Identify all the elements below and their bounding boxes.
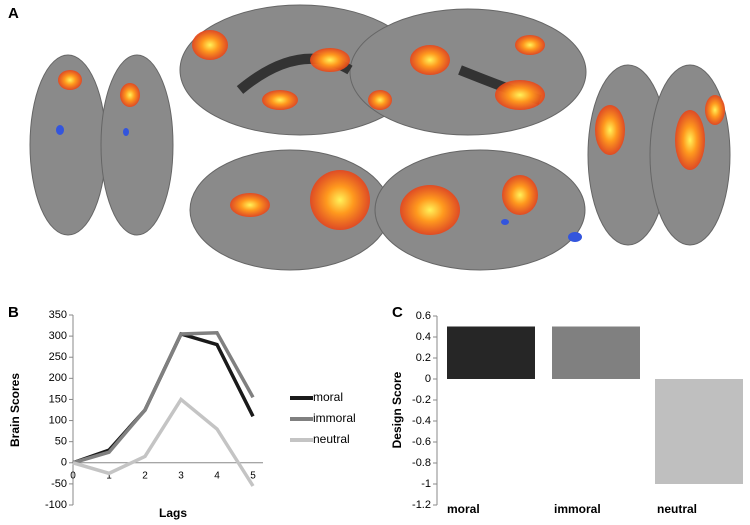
legend-label: immoral	[313, 411, 356, 425]
bar	[447, 326, 535, 379]
x-tick-label: 0	[70, 470, 76, 481]
x-tick-label: 1	[106, 470, 112, 481]
y-tick-label: 0	[61, 457, 67, 469]
y-tick-label: -1.2	[412, 499, 431, 511]
legend-label: neutral	[313, 432, 350, 446]
y-tick-label: 0	[425, 373, 431, 385]
y-axis-title: Design Score	[390, 371, 404, 448]
x-tick-label: 4	[214, 470, 220, 481]
y-tick-label: 0.4	[416, 331, 431, 343]
bar	[552, 326, 640, 379]
y-tick-label: 350	[49, 309, 67, 321]
y-tick-label: 200	[49, 372, 67, 384]
y-tick-label: 150	[49, 393, 67, 405]
y-axis-title: Brain Scores	[8, 373, 22, 447]
y-tick-label: -0.8	[412, 457, 431, 469]
y-tick-label: 300	[49, 330, 67, 342]
y-tick-label: -0.2	[412, 394, 431, 406]
y-tick-label: -0.6	[412, 436, 431, 448]
y-tick-label: -100	[45, 499, 67, 511]
y-tick-label: 100	[49, 414, 67, 426]
brain-images	[29, 4, 731, 271]
y-tick-label: -50	[51, 478, 67, 490]
x-tick-label: immoral	[554, 502, 601, 516]
series-line	[72, 396, 255, 487]
y-tick-label: 250	[49, 351, 67, 363]
panel-label: A	[8, 5, 19, 22]
x-tick-label: 5	[250, 470, 256, 481]
x-axis-title: Lags	[159, 506, 187, 520]
y-tick-label: 0.6	[416, 310, 431, 322]
legend-label: moral	[313, 390, 343, 404]
bar	[655, 379, 743, 484]
x-tick-label: neutral	[657, 502, 697, 516]
x-tick-label: 3	[178, 470, 184, 481]
y-tick-label: -0.4	[412, 415, 431, 427]
y-tick-label: 50	[55, 436, 67, 448]
x-tick-label: moral	[447, 502, 480, 516]
y-tick-label: 0.2	[416, 352, 431, 364]
x-tick-label: 2	[142, 470, 148, 481]
series-line	[72, 330, 255, 465]
panel-label: B	[8, 304, 19, 321]
y-tick-label: -1	[421, 478, 431, 490]
panel-label: C	[392, 304, 403, 321]
